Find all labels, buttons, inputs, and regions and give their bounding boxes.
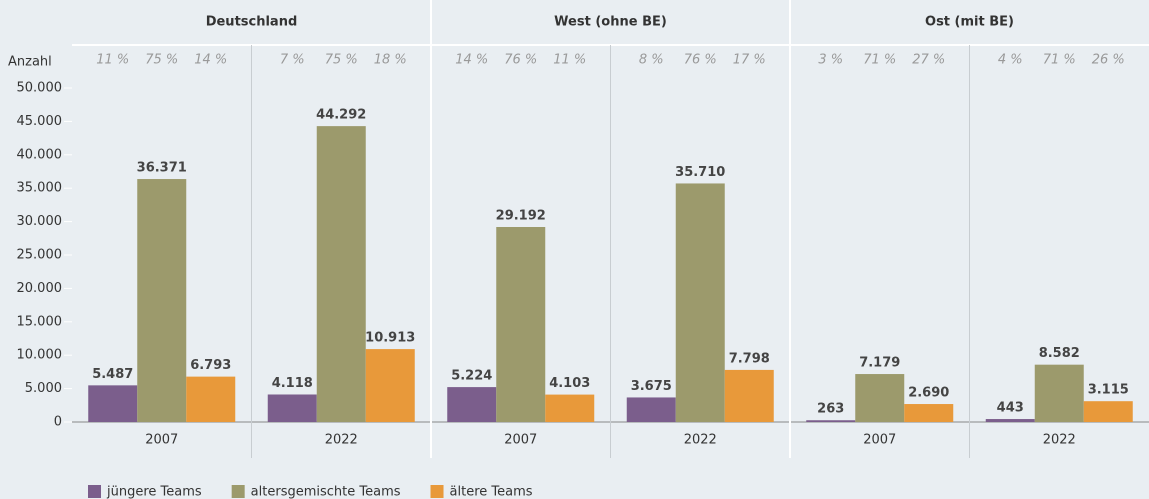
bar — [545, 394, 595, 422]
bar — [626, 397, 676, 422]
y-tick-label: 15.000 — [17, 314, 63, 329]
bar — [316, 126, 366, 422]
share-label: 26 % — [1092, 53, 1125, 68]
value-label: 263 — [817, 402, 844, 417]
share-label: 76 % — [504, 53, 537, 68]
legend-swatch — [88, 485, 101, 498]
share-label: 71 % — [863, 53, 896, 68]
legend-label: altersgemischte Teams — [251, 485, 401, 499]
x-tick-label: 2007 — [863, 433, 896, 448]
bar — [496, 226, 546, 422]
value-label: 8.582 — [1039, 346, 1080, 361]
bar — [855, 374, 905, 422]
bar — [447, 387, 497, 422]
share-label: 27 % — [912, 53, 945, 68]
y-tick-label: 30.000 — [17, 214, 63, 229]
value-label: 2.690 — [908, 386, 949, 401]
value-label: 7.798 — [729, 351, 770, 366]
value-label: 3.675 — [631, 379, 672, 394]
value-label: 44.292 — [316, 108, 366, 123]
value-label: 4.118 — [272, 376, 313, 391]
value-label: 36.371 — [137, 161, 187, 176]
legend-swatch — [231, 485, 245, 498]
y-tick-label: 10.000 — [17, 348, 63, 363]
y-tick-label: 35.000 — [17, 181, 63, 196]
bar — [904, 404, 954, 422]
bar — [675, 183, 725, 422]
bar — [186, 376, 236, 422]
y-tick-label: 45.000 — [17, 114, 63, 129]
bar — [806, 420, 856, 422]
value-label: 4.103 — [549, 376, 590, 391]
share-label: 11 % — [96, 53, 129, 68]
bar — [1083, 401, 1133, 422]
share-label: 17 % — [733, 53, 766, 68]
bar — [365, 349, 415, 422]
share-label: 18 % — [374, 53, 407, 68]
share-label: 8 % — [639, 53, 664, 68]
share-label: 14 % — [194, 53, 227, 68]
x-tick-label: 2007 — [145, 433, 178, 448]
share-label: 75 % — [325, 53, 358, 68]
share-label: 3 % — [818, 53, 843, 68]
bar — [985, 419, 1035, 422]
value-label: 3.115 — [1088, 383, 1129, 398]
bar — [1034, 364, 1084, 422]
value-label: 5.224 — [451, 369, 492, 384]
y-tick-label: 5.000 — [25, 381, 62, 396]
x-tick-label: 2022 — [684, 433, 717, 448]
value-label: 29.192 — [496, 208, 546, 223]
value-label: 5.487 — [92, 367, 133, 382]
share-label: 76 % — [684, 53, 717, 68]
share-label: 14 % — [455, 53, 488, 68]
bar — [88, 385, 138, 422]
y-tick-label: 0 — [54, 415, 62, 430]
x-tick-label: 2022 — [1043, 433, 1076, 448]
share-label: 7 % — [280, 53, 305, 68]
share-label: 11 % — [553, 53, 586, 68]
value-label: 35.710 — [675, 165, 725, 180]
y-axis-label: Anzahl — [8, 55, 52, 70]
x-tick-label: 2007 — [504, 433, 537, 448]
y-tick-label: 25.000 — [17, 248, 63, 263]
group-label: Deutschland — [206, 15, 298, 30]
x-tick-label: 2022 — [325, 433, 358, 448]
bar — [137, 179, 187, 422]
legend-label: jüngere Teams — [106, 485, 202, 499]
y-tick-label: 40.000 — [17, 147, 63, 162]
value-label: 6.793 — [190, 358, 231, 373]
share-label: 4 % — [998, 53, 1023, 68]
y-tick-label: 20.000 — [17, 281, 63, 296]
y-tick-label: 50.000 — [17, 81, 63, 96]
legend-swatch — [430, 485, 444, 498]
group-label: West (ohne BE) — [554, 15, 667, 30]
value-label: 7.179 — [859, 356, 900, 371]
share-label: 71 % — [1043, 53, 1076, 68]
bar — [724, 369, 774, 422]
legend-label: ältere Teams — [450, 485, 533, 499]
share-label: 75 % — [145, 53, 178, 68]
legend-background — [0, 470, 1149, 499]
value-label: 10.913 — [365, 331, 415, 346]
value-label: 443 — [997, 401, 1024, 416]
group-label: Ost (mit BE) — [925, 15, 1014, 30]
bar — [267, 394, 317, 422]
